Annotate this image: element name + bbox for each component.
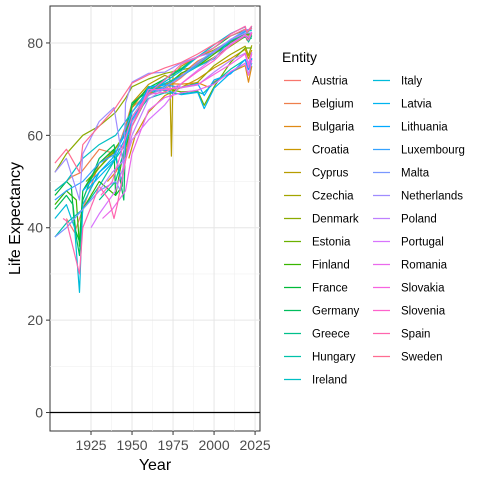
series-line-slovenia	[100, 32, 253, 196]
legend-label: Estonia	[312, 237, 351, 249]
legend-label: Latvia	[401, 99, 432, 111]
legend-label: Netherlands	[401, 191, 463, 203]
legend-title: Entity	[282, 49, 317, 65]
legend-label: Poland	[401, 214, 437, 226]
legend-label: Malta	[401, 168, 430, 180]
series-line-estonia	[85, 47, 252, 182]
series-line-spain	[62, 25, 253, 275]
x-tick-label: 2000	[198, 437, 229, 453]
legend-label: Slovenia	[401, 306, 446, 318]
legend-label: Czechia	[312, 191, 354, 203]
legend: Entity Austria Belgium Bulgaria Croatia Cypr…	[282, 49, 465, 387]
y-tick-label: 60	[27, 127, 43, 143]
legend-label: Hungary	[312, 352, 356, 364]
legend-label: Portugal	[401, 237, 444, 249]
series-line-netherlands	[54, 32, 252, 201]
x-axis-title: Year	[139, 457, 172, 474]
legend-label: Greece	[312, 329, 350, 341]
x-tick-label: 1950	[116, 437, 147, 453]
y-axis-title: Life Expectancy	[7, 162, 24, 275]
y-tick-label: 0	[35, 405, 43, 421]
legend-label: Denmark	[312, 214, 359, 226]
series-line-slovakia	[131, 53, 253, 127]
y-tick-label: 20	[27, 312, 43, 328]
y-tick-label: 80	[27, 35, 43, 51]
axes: 1925 1950 1975 2000 2025 0 20 40 60 80	[27, 35, 270, 453]
legend-label: Cyprus	[312, 168, 349, 180]
legend-label: Belgium	[312, 99, 354, 111]
x-tick-label: 1975	[157, 437, 188, 453]
legend-label: Germany	[312, 306, 360, 318]
x-tick-label: 2025	[240, 437, 271, 453]
legend-label: Italy	[401, 76, 422, 88]
legend-label: Croatia	[312, 145, 350, 157]
x-tick-label: 1925	[75, 437, 106, 453]
series-line-romania	[102, 59, 253, 219]
legend-label: Spain	[401, 329, 430, 341]
legend-label: France	[312, 283, 348, 295]
legend-label: Luxembourg	[401, 145, 465, 157]
legend-label: Lithuania	[401, 122, 448, 134]
legend-label: Finland	[312, 260, 350, 272]
series-lines	[54, 25, 253, 293]
legend-label: Ireland	[312, 375, 347, 387]
legend-label: Romania	[401, 260, 448, 272]
legend-label: Slovakia	[401, 283, 445, 295]
legend-label: Austria	[312, 76, 348, 88]
y-tick-label: 40	[27, 220, 43, 236]
series-line-sweden	[54, 27, 253, 173]
series-line-croatia	[128, 48, 253, 159]
legend-label: Bulgaria	[312, 122, 355, 134]
legend-label: Sweden	[401, 352, 443, 364]
